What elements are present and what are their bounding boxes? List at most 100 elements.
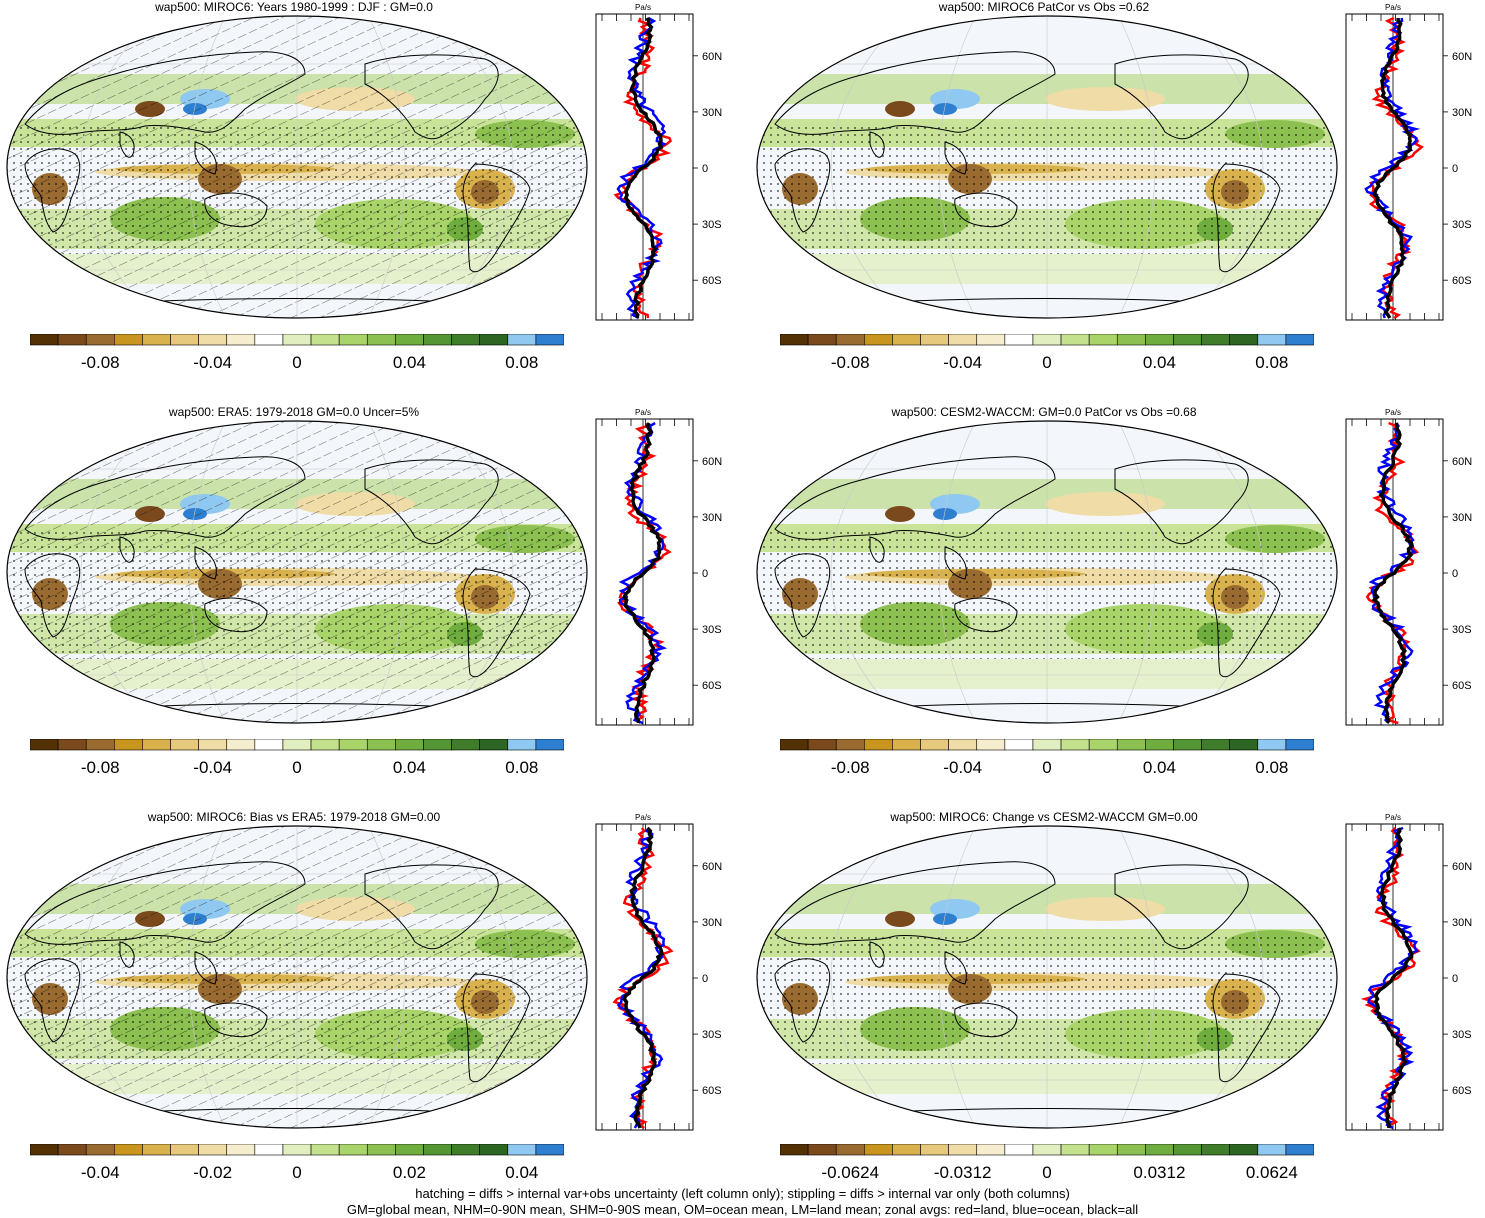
colorbar-swatch [366, 1144, 396, 1156]
colorbar-swatch [310, 334, 340, 346]
colorbar-label: 0.08 [1255, 758, 1288, 777]
colorbar-label: -0.04 [943, 353, 982, 372]
colorbar-swatch [1060, 334, 1090, 346]
colorbar-swatch [310, 739, 340, 751]
panel-title: wap500: MIROC6: Years 1980-1999 : DJF : … [155, 0, 433, 14]
all-profile [623, 17, 664, 319]
panel-title: wap500: MIROC6: Bias vs ERA5: 1979-2018 … [147, 810, 441, 824]
lat-label: 60S [1452, 1085, 1472, 1097]
colorbar-label: 0.08 [1255, 353, 1288, 372]
colorbar-swatch [30, 334, 59, 346]
coast-australia [204, 1002, 268, 1038]
map-border [756, 15, 1338, 319]
colorbar-swatch [423, 1144, 452, 1156]
lat-label: 60S [702, 1085, 722, 1097]
colorbar-swatch [198, 334, 228, 346]
blue-core [933, 103, 957, 115]
colorbar-label: 0.02 [393, 1163, 426, 1182]
zonal-unit: Pa/s [1385, 408, 1401, 417]
coast-greenland [1274, 850, 1316, 876]
colorbar-label: 0 [292, 1163, 301, 1182]
lat-label: 60N [702, 456, 722, 468]
panel-title: wap500: MIROC6 PatCor vs Obs =0.62 [938, 0, 1150, 14]
coast-australia [204, 597, 268, 633]
lat-label: 0 [702, 163, 708, 175]
map-panel-5: wap500: MIROC6: Bias vs ERA5: 1979-2018 … [0, 810, 742, 1215]
colorbar-label: 0.04 [393, 353, 426, 372]
colorbar-swatch [57, 334, 87, 346]
colorbar-label: -0.04 [193, 758, 232, 777]
colorbar-swatch [507, 739, 537, 751]
colorbar-label: -0.08 [81, 758, 120, 777]
land-profile [1368, 16, 1424, 320]
lat-label: 30S [1452, 624, 1472, 636]
colorbar: -0.08 -0.04 0 0.04 0.08 [30, 739, 564, 777]
colorbar-swatch [835, 334, 865, 346]
colorbar-swatch [85, 1144, 115, 1156]
colorbar-swatch [198, 739, 228, 751]
lat-label: 60S [1452, 275, 1472, 287]
coast-africa [24, 553, 81, 638]
lat-label: 0 [1452, 973, 1458, 985]
world-map [6, 420, 588, 724]
coast-australia [954, 1002, 1018, 1038]
colorbar: -0.08 -0.04 0 0.04 0.08 [30, 334, 564, 372]
colorbar-swatch [254, 1144, 284, 1156]
coast-seasia [944, 141, 967, 175]
lat-label: 30N [702, 917, 722, 929]
colorbar-swatch [780, 334, 809, 346]
lat-label: 60N [1452, 51, 1472, 63]
colorbar-swatch [835, 739, 865, 751]
map-border [6, 15, 588, 319]
colorbar-swatch [1060, 1144, 1090, 1156]
tibet-ascent [885, 101, 915, 117]
lat-label: 30S [702, 219, 722, 231]
lat-label: 0 [702, 973, 708, 985]
coast-india [869, 941, 885, 968]
zonal-unit: Pa/s [635, 3, 651, 12]
coast-samerica [462, 163, 531, 273]
colorbar: -0.08 -0.04 0 0.04 0.08 [780, 739, 1314, 777]
lat-label: 30N [1452, 107, 1472, 119]
colorbar-swatch [864, 1144, 893, 1156]
colorbar-swatch [338, 1144, 368, 1156]
all-profile [1373, 18, 1413, 319]
colorbar-swatch [535, 1144, 564, 1156]
colorbar-swatch [1201, 334, 1230, 346]
colorbar-swatch [1032, 334, 1062, 346]
colorbar-label: 0.0624 [1246, 1163, 1298, 1182]
colorbar-swatch [535, 334, 564, 346]
colorbar-swatch [226, 739, 256, 751]
all-profile [622, 422, 664, 724]
colorbar-label: 0 [1042, 758, 1051, 777]
colorbar-label: 0.04 [393, 758, 426, 777]
colorbar-swatch [1201, 739, 1230, 751]
map-panel-1: wap500: MIROC6: Years 1980-1999 : DJF : … [0, 0, 742, 405]
lat-label: 0 [702, 568, 708, 580]
colorbar-swatch [780, 739, 809, 751]
zonal-frame [1345, 823, 1444, 1131]
ocean-profile [616, 827, 666, 1129]
colorbar-swatch [338, 334, 368, 346]
colorbar-swatch [1032, 1144, 1062, 1156]
colorbar-swatch [920, 334, 949, 346]
zonal-frame [595, 418, 694, 726]
map-panel-6: wap500: MIROC6: Change vs CESM2-WACCM GM… [750, 810, 1485, 1215]
colorbar-swatch [1285, 739, 1314, 751]
lat-label: 30S [1452, 1029, 1472, 1041]
colorbar-swatch [780, 1144, 809, 1156]
zonal-unit: Pa/s [635, 813, 651, 822]
lat-label: 60N [1452, 861, 1472, 873]
map-panel-2: wap500: MIROC6 PatCor vs Obs =0.62 Pa/s 6… [750, 0, 1485, 405]
colorbar-swatch [1032, 739, 1062, 751]
colorbar-label: -0.08 [81, 353, 120, 372]
coast-eurasia [774, 456, 1056, 540]
world-map [756, 15, 1338, 319]
colorbar-swatch [423, 739, 452, 751]
land-profile [613, 17, 672, 319]
blue-core [933, 508, 957, 520]
